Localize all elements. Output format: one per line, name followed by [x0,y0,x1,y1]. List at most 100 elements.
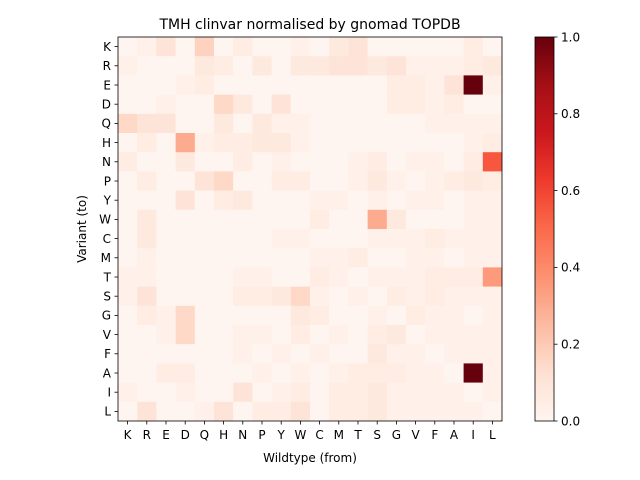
heatmap-cell-I-Q [194,382,215,403]
heatmap-cell-G-V [406,305,426,326]
heatmap-cell-W-K [118,209,138,230]
heatmap-cell-P-P [252,171,272,191]
heatmap-cell-E-N [233,75,253,95]
heatmap-cell-G-N [233,305,253,326]
heatmap-cell-R-P [252,56,272,76]
heatmap-cell-W-M [329,209,349,230]
x-axis-title: Wildtype (from) [263,451,357,465]
x-tick-label-A: A [450,428,459,442]
heatmap-cell-R-F [425,56,445,76]
heatmap-cell-S-S [367,286,388,307]
heatmap-cell-V-A [444,325,464,345]
heatmap-cell-D-H [214,94,234,115]
heatmap-cell-I-V [406,382,426,403]
heatmap-cell-E-D [175,75,196,95]
heatmap-cell-W-Q [194,209,215,230]
heatmap-cell-R-H [214,56,234,76]
y-axis-title: Variant (to) [75,195,89,263]
heatmap-cell-L-T [348,401,368,422]
heatmap-cell-E-H [214,75,234,95]
y-tick-label-L: L [104,405,111,419]
heatmap-cell-K-E [156,37,176,57]
y-tick-label-V: V [103,328,112,342]
heatmap-cell-M-R [137,248,157,268]
heatmap-cell-I-S [367,382,388,403]
heatmap-cell-T-F [425,267,445,287]
heatmap-cell-Q-W [290,113,311,134]
heatmap-cell-F-K [118,344,138,364]
x-tick-label-N: N [238,428,247,442]
heatmap-cell-Y-Q [194,190,215,211]
chart-title: TMH clinvar normalised by gnomad TOPDB [158,17,460,33]
heatmap-cell-N-Q [194,152,215,172]
heatmap-cell-H-Q [194,133,215,153]
heatmap-cell-M-A [444,248,464,268]
heatmap-cell-D-G [386,94,407,115]
y-tick-label-T: T [103,270,112,284]
heatmap-cell-D-A [444,94,464,115]
heatmap-cell-G-G [386,305,407,326]
heatmap-cell-L-K [118,401,138,422]
heatmap-cell-Q-D [175,113,196,134]
x-tick-label-T: T [353,428,362,442]
heatmap-cell-M-I [463,248,484,268]
heatmap-cell-T-T [348,267,368,287]
heatmap-cell-A-L [482,363,503,383]
heatmap-cell-K-Q [194,37,215,57]
heatmap-cell-P-S [367,171,388,191]
heatmap-cell-V-L [482,325,503,345]
heatmap-cell-M-M [329,248,349,268]
heatmap-cell-C-N [233,229,253,249]
heatmap-cell-V-K [118,325,138,345]
heatmap-cell-F-R [137,344,157,364]
heatmap-cell-H-K [118,133,138,153]
heatmap-cell-N-K [118,152,138,172]
heatmap-cell-E-W [290,75,311,95]
heatmap-cell-L-M [329,401,349,422]
heatmap-cell-G-S [367,305,388,326]
heatmap-cell-T-E [156,267,176,287]
heatmap-cell-E-E [156,75,176,95]
heatmap-cell-D-L [482,94,503,115]
heatmap-cell-E-P [252,75,272,95]
heatmap-cell-A-D [175,363,196,383]
heatmap-cell-Y-A [444,190,464,211]
heatmap-cell-R-E [156,56,176,76]
heatmap-cell-D-C [310,94,330,115]
heatmap-cell-H-R [137,133,157,153]
x-tick-label-E: E [162,428,170,442]
heatmap-cell-C-A [444,229,464,249]
heatmap-cell-I-L [482,382,503,403]
heatmap-cell-K-H [214,37,234,57]
heatmap-cell-W-P [252,209,272,230]
heatmap-cell-S-N [233,286,253,307]
heatmap-cell-L-Q [194,401,215,422]
x-tick-label-I: I [471,428,475,442]
heatmap-cell-D-I [463,94,484,115]
y-tick-label-P: P [104,174,111,188]
heatmap-cell-N-N [233,152,253,172]
heatmap-cell-R-Q [194,56,215,76]
heatmap-cell-H-L [482,133,503,153]
heatmap-cell-D-R [137,94,157,115]
heatmap-cell-T-A [444,267,464,287]
heatmap-cell-C-V [406,229,426,249]
heatmap-cell-W-W [290,209,311,230]
y-tick-label-R: R [103,59,111,73]
heatmap-cell-Y-E [156,190,176,211]
heatmap-cell-C-D [175,229,196,249]
heatmap-cell-N-V [406,152,426,172]
heatmap-cell-V-N [233,325,253,345]
heatmap-cell-K-I [463,37,484,57]
heatmap-cell-C-H [214,229,234,249]
heatmap-cell-D-M [329,94,349,115]
heatmap-cell-S-P [252,286,272,307]
heatmap-cell-R-V [406,56,426,76]
heatmap-cell-N-F [425,152,445,172]
heatmap-cell-L-E [156,401,176,422]
heatmap-cell-W-T [348,209,368,230]
heatmap-cell-M-V [406,248,426,268]
heatmap-cell-N-M [329,152,349,172]
heatmap-cell-E-Y [271,75,292,95]
heatmap-cell-S-F [425,286,445,307]
